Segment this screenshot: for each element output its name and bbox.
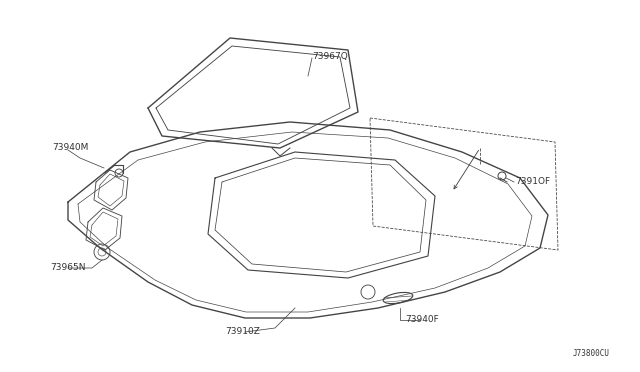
Text: 73940M: 73940M (52, 144, 88, 153)
Text: 73940F: 73940F (405, 315, 439, 324)
Text: J73800CU: J73800CU (573, 349, 610, 358)
Text: 73910Z: 73910Z (225, 327, 260, 337)
Text: 73967Q: 73967Q (312, 51, 348, 61)
Text: 7391OF: 7391OF (515, 177, 550, 186)
Text: 73965N: 73965N (50, 263, 86, 273)
